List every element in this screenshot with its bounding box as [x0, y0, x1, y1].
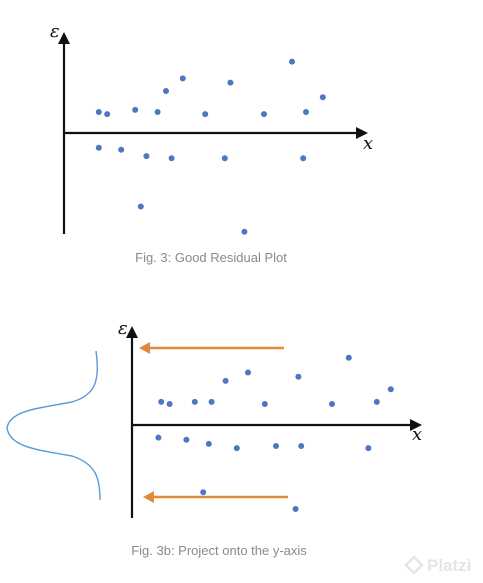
y-axis-arrowhead-2 [126, 326, 138, 338]
data-point [241, 228, 248, 235]
data-point [163, 88, 169, 94]
y-axis-arrowhead-1 [58, 32, 70, 44]
data-point [261, 401, 268, 407]
data-point [132, 106, 139, 113]
data-point [298, 443, 305, 449]
data-point [273, 443, 279, 449]
data-point [329, 401, 335, 407]
bell-curve [6, 350, 101, 501]
data-point [118, 146, 125, 153]
data-point [95, 144, 102, 151]
projection-arrowhead-top [139, 342, 150, 354]
y-axis-label-1: ε [50, 21, 60, 42]
data-point [387, 386, 394, 393]
watermark-text: Platzi [427, 556, 471, 575]
data-point [179, 75, 186, 82]
data-point [233, 445, 240, 452]
chart-1: ε x Fig. 3: Good Residual Plot [50, 21, 373, 265]
data-point [168, 155, 175, 162]
data-point [345, 354, 352, 361]
watermark: Platzi [404, 555, 471, 575]
data-point [303, 109, 309, 115]
data-point [166, 401, 173, 407]
data-point [292, 506, 299, 512]
data-point [319, 94, 326, 101]
x-axis-arrowhead-1 [356, 127, 368, 139]
data-point [295, 373, 302, 380]
data-point [200, 489, 207, 496]
x-axis-label-2: x [412, 424, 422, 445]
data-point [191, 398, 198, 405]
data-point [245, 369, 251, 376]
data-point [289, 58, 295, 65]
y-axis-label-2: ε [118, 318, 128, 339]
data-point [104, 111, 111, 118]
x-axis-label-1: x [363, 133, 373, 154]
data-point [227, 79, 234, 86]
chart-2: ε x Fig. 3b: Project onto the y-axis [6, 318, 422, 558]
data-point [155, 434, 162, 441]
data-point [300, 155, 307, 162]
x-axis-arrowhead-2 [410, 419, 422, 431]
data-point [205, 440, 212, 447]
data-point [221, 155, 228, 162]
data-point [143, 153, 150, 160]
data-point [154, 109, 161, 115]
caption-1: Fig. 3: Good Residual Plot [135, 250, 287, 265]
scatter-points-1 [95, 58, 326, 235]
data-point [137, 203, 144, 210]
data-point [183, 436, 190, 443]
data-point [373, 398, 380, 405]
data-point [202, 111, 209, 118]
scatter-points-2 [155, 354, 394, 512]
projection-arrowhead-bottom [143, 491, 154, 503]
data-point [365, 445, 372, 452]
caption-2: Fig. 3b: Project onto the y-axis [131, 543, 307, 558]
data-point [261, 111, 267, 118]
data-point [208, 398, 215, 405]
data-point [158, 398, 165, 405]
data-point [222, 377, 229, 384]
platzi-logo-icon [404, 555, 424, 575]
data-point [95, 109, 102, 115]
